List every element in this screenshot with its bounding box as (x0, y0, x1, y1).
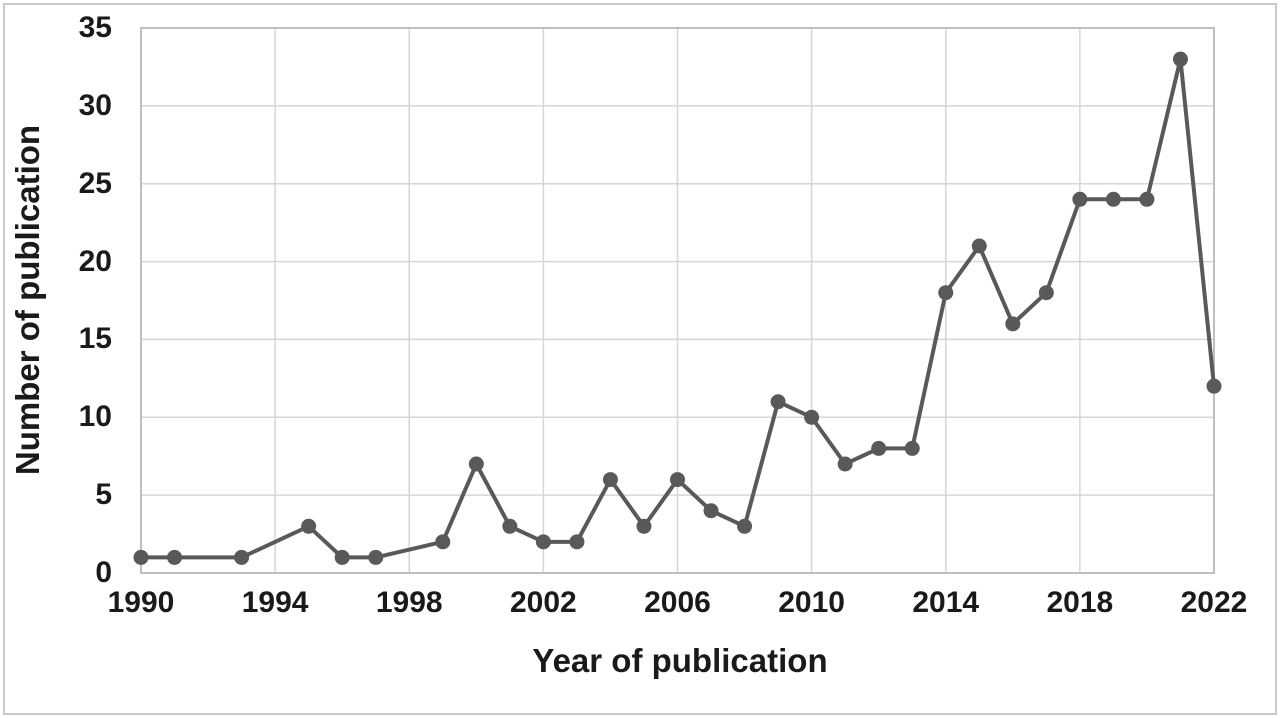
data-point (1105, 191, 1121, 207)
data-point (368, 549, 384, 565)
data-point (602, 472, 618, 488)
x-tick-label: 2002 (510, 586, 577, 619)
y-tick-label: 20 (78, 244, 112, 278)
data-point (1072, 191, 1088, 207)
y-tick-label: 0 (95, 556, 112, 589)
y-tick-label: 30 (78, 88, 112, 122)
x-tick-label: 2018 (1046, 586, 1114, 619)
data-point (435, 534, 451, 550)
y-tick-label: 35 (78, 11, 112, 44)
y-tick-label: 10 (78, 400, 112, 434)
x-tick-label: 2014 (912, 586, 980, 619)
data-point (1038, 285, 1054, 301)
data-point (737, 518, 753, 534)
x-tick-label: 2022 (1180, 586, 1248, 619)
x-tick-label: 2010 (778, 586, 845, 619)
x-tick-label: 1994 (241, 586, 309, 619)
data-point (569, 534, 585, 550)
data-point (1172, 51, 1188, 67)
data-point (804, 409, 820, 425)
data-point (1139, 191, 1155, 207)
data-point (670, 472, 685, 488)
data-point (1005, 316, 1021, 332)
data-point (334, 549, 350, 565)
data-point (837, 456, 853, 472)
data-point (636, 518, 652, 534)
line-chart (133, 27, 1222, 574)
data-point (971, 238, 987, 254)
data-point (904, 440, 920, 456)
data-point (938, 285, 954, 301)
data-point (133, 549, 149, 565)
data-point (468, 456, 484, 472)
plot-area (133, 27, 1222, 574)
data-point (167, 549, 183, 565)
data-point (234, 549, 250, 565)
x-tick-label: 2006 (644, 586, 711, 619)
data-point (871, 440, 887, 456)
y-tick-label: 15 (78, 322, 112, 356)
data-point (703, 503, 719, 519)
y-tick-label: 25 (78, 166, 112, 200)
data-point (770, 394, 786, 410)
data-point (535, 534, 551, 550)
data-point (1206, 378, 1222, 394)
data-point (502, 518, 518, 534)
y-tick-label: 5 (95, 478, 112, 512)
data-point (301, 518, 317, 534)
x-axis-title: Year of publication (532, 642, 828, 679)
plot-border (140, 27, 1215, 574)
x-tick-label: 1990 (107, 586, 175, 619)
x-tick-label: 1998 (375, 586, 443, 619)
